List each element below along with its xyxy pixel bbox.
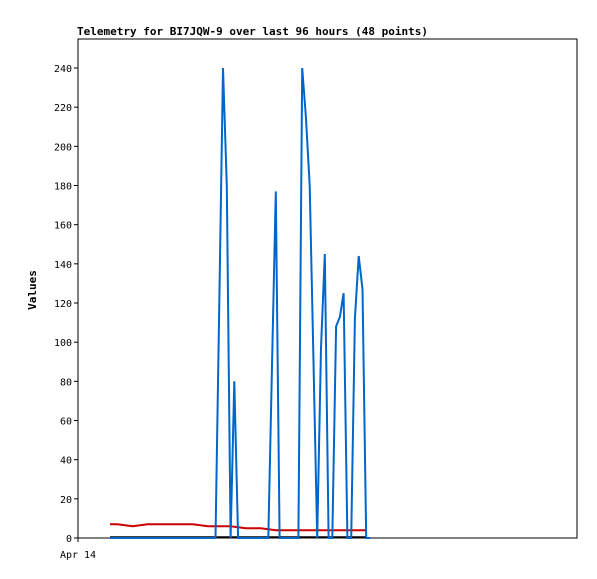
chart-title: Telemetry for BI7JQW-9 over last 96 hour…: [77, 25, 428, 38]
y-tick-label: 0: [66, 534, 72, 545]
y-tick-label: 160: [54, 221, 72, 232]
y-tick-label: 100: [54, 338, 72, 349]
x-axis: Apr 14: [60, 538, 96, 561]
y-tick-label: 140: [54, 260, 72, 271]
y-tick-label: 40: [60, 456, 72, 467]
y-tick-label: 240: [54, 64, 72, 75]
y-tick-label: 180: [54, 182, 72, 193]
y-tick-label: 220: [54, 103, 72, 114]
y-axis-label: Values: [26, 270, 39, 310]
x-tick-label: Apr 14: [60, 550, 96, 561]
y-tick-label: 80: [60, 377, 72, 388]
series-layer: [110, 67, 370, 539]
y-tick-label: 200: [54, 142, 72, 153]
y-tick-label: 60: [60, 417, 72, 428]
y-tick-label: 120: [54, 299, 72, 310]
series-line-1: [110, 67, 370, 539]
y-tick-label: 20: [60, 495, 72, 506]
y-axis: 0 20 40 60 80 100 120 140 160 180 200 220 240: [54, 64, 78, 545]
